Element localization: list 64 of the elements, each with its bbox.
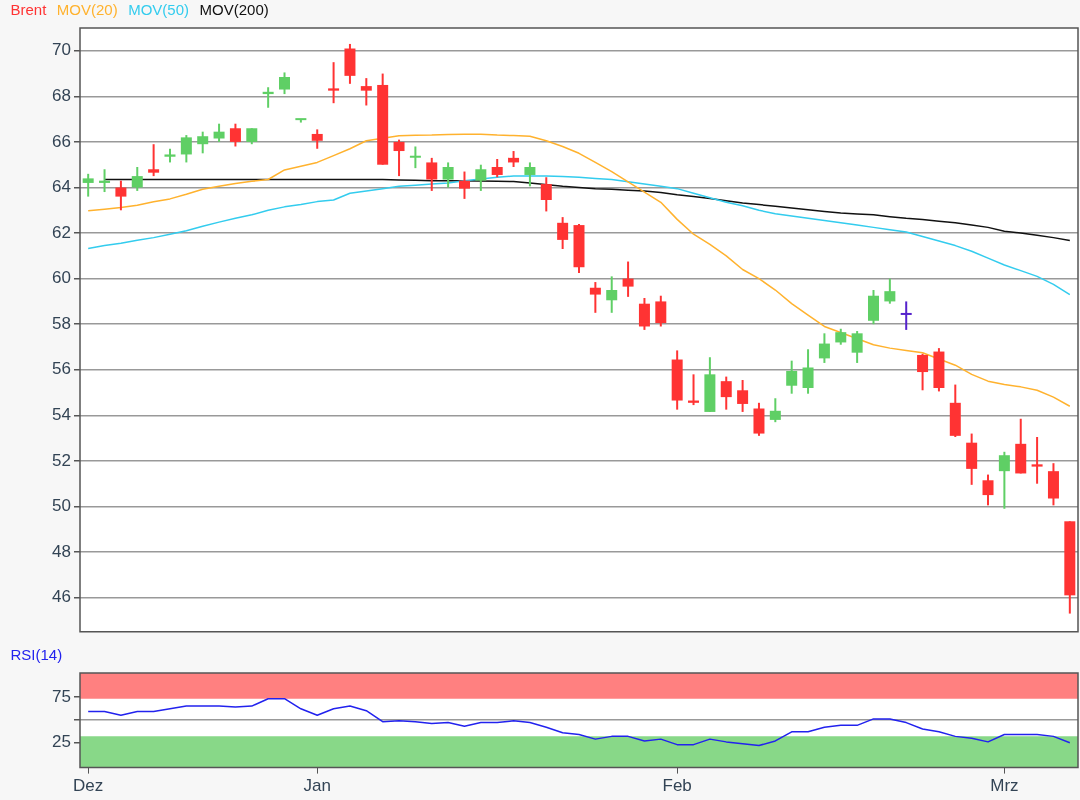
candlestick [900, 300, 912, 331]
candlestick [622, 260, 634, 298]
candlestick [393, 138, 405, 178]
candlestick [851, 330, 863, 364]
candlestick [426, 156, 438, 192]
y-tick-label: 75 [52, 686, 71, 706]
x-tick-label: Dez [73, 776, 104, 796]
candlestick [540, 176, 552, 213]
candlestick [638, 297, 650, 331]
candlestick [311, 128, 323, 150]
text: MOV(200) [199, 0, 269, 18]
y-tick-label: 60 [52, 268, 71, 288]
candlestick [737, 379, 749, 413]
y-tick-label: 64 [52, 177, 71, 197]
y-tick-label: 25 [52, 732, 71, 752]
y-tick-label: 66 [52, 131, 71, 151]
y-tick-label: 46 [52, 587, 71, 607]
text: Brent [10, 0, 48, 18]
candlestick [279, 71, 291, 96]
candlestick [606, 275, 618, 314]
candlestick [1031, 435, 1043, 485]
candlestick [884, 277, 896, 305]
candlestick [409, 145, 421, 170]
y-tick-label: 56 [52, 359, 71, 379]
candlestick [442, 161, 454, 189]
candlestick [458, 170, 470, 200]
y-tick-label: 50 [52, 496, 71, 516]
y-tick-label: 54 [52, 405, 71, 425]
x-tick-label: Mrz [990, 776, 1019, 796]
candlestick [802, 348, 814, 395]
candlestick [148, 143, 160, 178]
y-tick-label: 52 [52, 450, 71, 470]
x-tick-label: Jan [303, 776, 331, 796]
candlestick [998, 450, 1010, 510]
x-tick-label: Feb [662, 776, 692, 796]
candlestick [557, 216, 569, 251]
candlestick [115, 179, 127, 212]
candlestick [917, 352, 929, 392]
y-tick-label: 48 [52, 541, 71, 561]
candlestick [769, 397, 781, 424]
candlestick [589, 281, 601, 314]
candlestick [982, 473, 994, 507]
candlestick [720, 375, 732, 411]
text: MOV(20) [56, 0, 118, 18]
candlestick [360, 77, 372, 107]
candlestick [786, 359, 798, 395]
candlestick [213, 122, 225, 143]
y-tick-label: 62 [52, 222, 71, 242]
text: RSI(14) [10, 645, 63, 663]
text: MOV(50) [128, 0, 190, 18]
y-tick-label: 68 [52, 86, 71, 106]
candlestick [818, 332, 830, 364]
candlestick [491, 158, 503, 179]
candlestick [475, 163, 487, 192]
y-tick-label: 58 [52, 313, 71, 333]
y-tick-label: 70 [52, 40, 71, 60]
candlestick [197, 130, 209, 155]
candlestick [328, 61, 340, 105]
candlestick [131, 165, 143, 192]
candlestick [229, 122, 241, 148]
candlestick [82, 172, 94, 198]
candlestick [524, 161, 536, 188]
candlestick [180, 134, 192, 164]
candlestick [655, 294, 667, 328]
